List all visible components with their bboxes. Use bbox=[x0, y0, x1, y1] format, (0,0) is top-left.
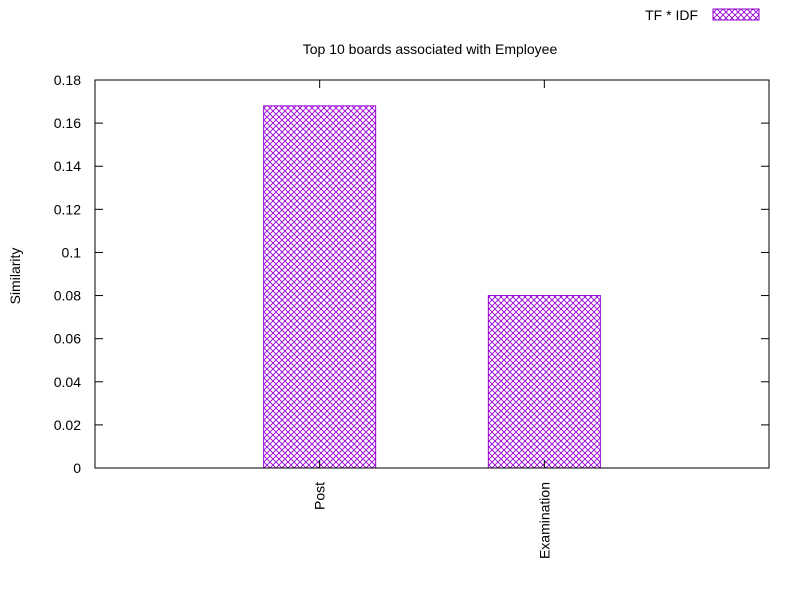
y-tick-label: 0.06 bbox=[54, 331, 81, 347]
y-tick-label: 0.18 bbox=[54, 72, 81, 88]
y-tick-label: 0.14 bbox=[54, 158, 81, 174]
y-tick-label: 0.02 bbox=[54, 417, 81, 433]
x-tick-label: Post bbox=[312, 482, 328, 510]
plot-border bbox=[94, 79, 770, 469]
y-tick-label: 0.08 bbox=[54, 288, 81, 304]
legend-swatch bbox=[712, 8, 760, 21]
y-tick-label: 0.1 bbox=[62, 244, 82, 260]
bar-post bbox=[263, 105, 377, 469]
y-tick-label: 0 bbox=[73, 460, 81, 476]
y-tick-label: 0.04 bbox=[54, 374, 81, 390]
y-tick-label: 0.12 bbox=[54, 201, 81, 217]
chart-title: Top 10 boards associated with Employee bbox=[303, 41, 558, 57]
bar-examination bbox=[487, 295, 601, 469]
y-tick-label: 0.16 bbox=[54, 115, 81, 131]
y-axis-label: Similarity bbox=[7, 248, 23, 305]
legend-label: TF * IDF bbox=[645, 7, 698, 23]
x-tick-label: Examination bbox=[536, 482, 552, 559]
legend: TF * IDF bbox=[645, 7, 760, 23]
